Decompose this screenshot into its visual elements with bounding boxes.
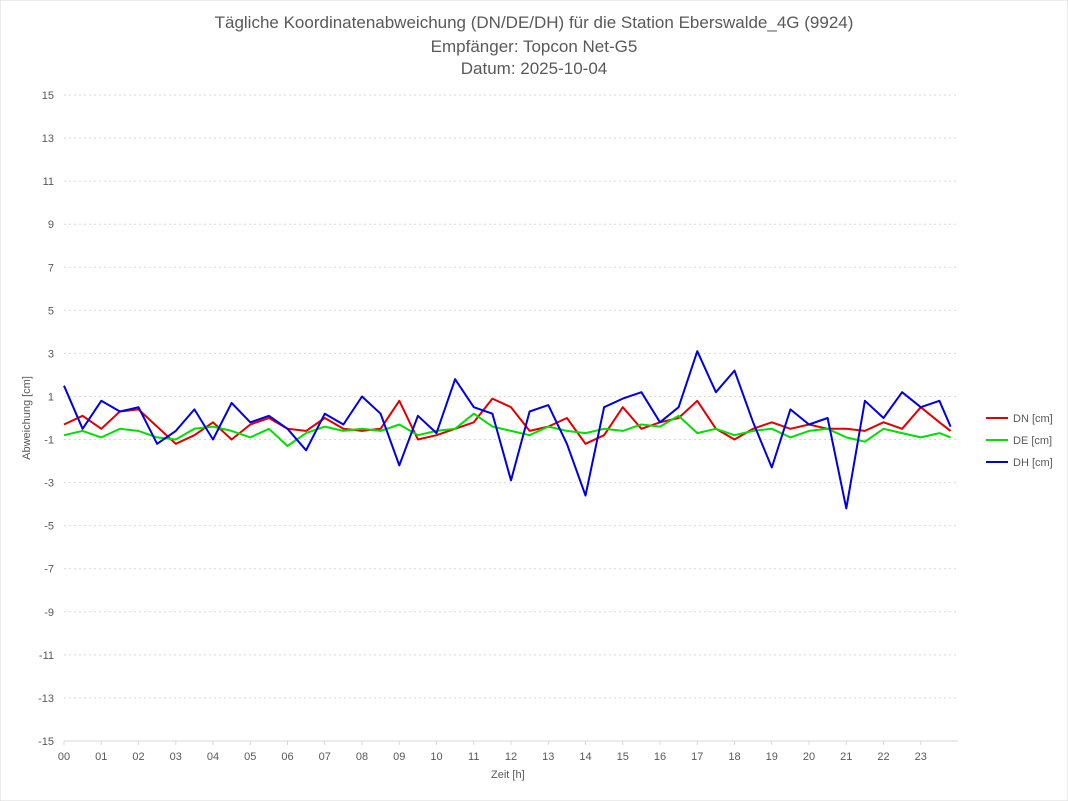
y-tick-label: -7	[44, 564, 54, 576]
x-tick-label: 05	[244, 751, 256, 763]
x-tick-label: 10	[430, 751, 442, 763]
chart-title: Tägliche Koordinatenabweichung (DN/DE/DH…	[215, 13, 854, 32]
legend-label: DE [cm]	[1013, 435, 1052, 447]
y-axis-label: Abweichung [cm]	[21, 376, 33, 460]
series-line-de	[63, 412, 951, 447]
y-tick-label: 3	[48, 348, 54, 360]
legend-label: DH [cm]	[1013, 457, 1053, 469]
x-tick-label: 16	[654, 751, 666, 763]
x-axis-ticks: 00 01 02 03 04 05 06 07 08 09 10 11 12 13 14 15 16 17 18 19…	[58, 741, 927, 763]
x-tick-label: 02	[132, 751, 144, 763]
x-tick-label: 19	[766, 751, 778, 763]
x-tick-label: 14	[579, 751, 591, 763]
y-tick-label: 9	[48, 219, 54, 231]
y-tick-label: -5	[44, 521, 54, 533]
y-tick-label: -15	[38, 736, 54, 748]
chart-date: Datum: 2025-10-04	[461, 59, 607, 78]
x-tick-label: 22	[877, 751, 889, 763]
y-axis-ticks: 15 13 11 9 7 5 3 1 -1 -3 -5 -7 -9 -11 -13 -15	[38, 90, 54, 748]
x-tick-label: 07	[319, 751, 331, 763]
y-tick-label: 15	[42, 90, 54, 102]
y-tick-label: -3	[44, 478, 54, 490]
chart-subtitle: Empfänger: Topcon Net-G5	[431, 37, 638, 56]
x-tick-label: 00	[58, 751, 70, 763]
series-line-dh	[63, 350, 952, 510]
y-tick-label: 11	[43, 176, 54, 188]
y-tick-label: 1	[48, 391, 54, 403]
x-tick-label: 08	[356, 751, 368, 763]
y-tick-label: -13	[38, 693, 54, 705]
x-tick-label: 15	[617, 751, 629, 763]
x-tick-label: 11	[468, 751, 479, 763]
x-tick-label: 20	[803, 751, 815, 763]
x-tick-label: 18	[728, 751, 740, 763]
y-tick-label: -11	[39, 650, 54, 662]
y-tick-label: 7	[48, 262, 54, 274]
x-tick-label: 04	[207, 751, 219, 763]
x-axis-label: Zeit [h]	[491, 769, 525, 781]
x-tick-label: 21	[840, 751, 852, 763]
series-group	[63, 350, 952, 510]
y-tick-label: 5	[48, 305, 54, 317]
x-tick-label: 06	[281, 751, 293, 763]
y-tick-label: -1	[44, 435, 54, 447]
legend: DN [cm] DE [cm] DH [cm]	[986, 413, 1053, 469]
x-tick-label: 09	[393, 751, 405, 763]
x-tick-label: 01	[95, 751, 107, 763]
x-tick-label: 12	[505, 751, 517, 763]
x-tick-label: 23	[915, 751, 927, 763]
x-tick-label: 03	[170, 751, 182, 763]
x-tick-label: 17	[691, 751, 703, 763]
x-tick-label: 13	[542, 751, 554, 763]
legend-label: DN [cm]	[1013, 413, 1053, 425]
y-tick-label: 13	[42, 133, 54, 145]
y-tick-label: -9	[44, 607, 54, 619]
